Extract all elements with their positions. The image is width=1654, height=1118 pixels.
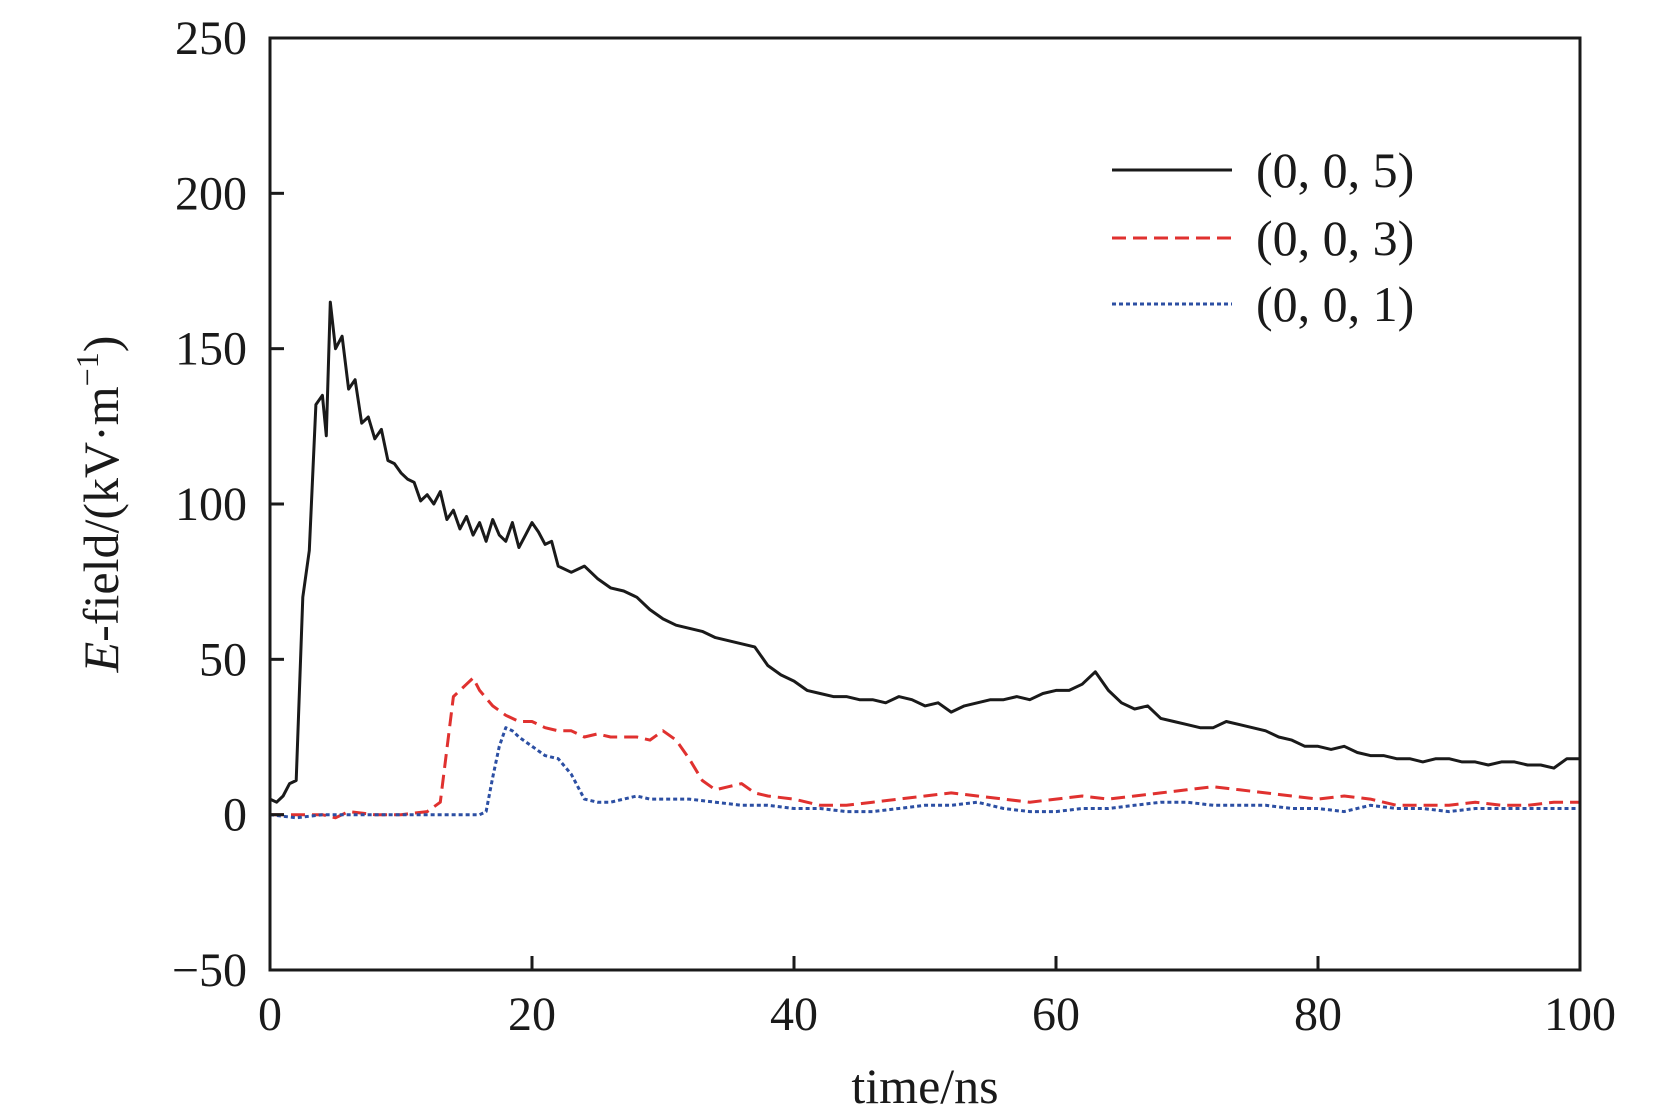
series-line-3 [269,726,1580,820]
x-tick-label-3: 60 [1032,988,1080,1041]
legend-label-series-2: (0, 0, 3) [1256,210,1414,266]
x-tick-label-4: 80 [1294,988,1342,1041]
y-tick-label-1: 0 [223,789,247,842]
y-tick-label-6: 250 [175,12,247,65]
legend-label-series-1: (0, 0, 5) [1256,142,1414,198]
y-axis-title-superscript: −1 [69,352,105,386]
y-tick-label-5: 200 [175,167,247,220]
x-tick-label-2: 40 [770,988,818,1041]
series-line-1 [269,300,1580,804]
x-tick-label-1: 20 [508,988,556,1041]
y-axis-title-main: -field/(kV·m [73,386,129,642]
series-line-2 [270,676,1580,820]
legend-label-series-3: (0, 0, 1) [1256,276,1414,332]
x-tick-label-0: 0 [258,988,282,1041]
y-tick-label-0: −50 [172,944,247,997]
y-axis-title-close: ) [73,336,129,353]
x-axis-title: time/ns [851,1058,998,1114]
y-tick-label-2: 50 [199,633,247,686]
y-axis-title-italic: E [73,642,129,674]
y-axis-title: E-field/(kV·m−1) [69,336,129,674]
x-tick-label-5: 100 [1544,988,1616,1041]
y-tick-label-4: 150 [175,323,247,376]
y-tick-label-3: 100 [175,478,247,531]
ticks-layer [268,36,1582,972]
series-layer [269,300,1580,820]
legend: (0, 0, 5) (0, 0, 3) (0, 0, 1) [1112,142,1414,332]
